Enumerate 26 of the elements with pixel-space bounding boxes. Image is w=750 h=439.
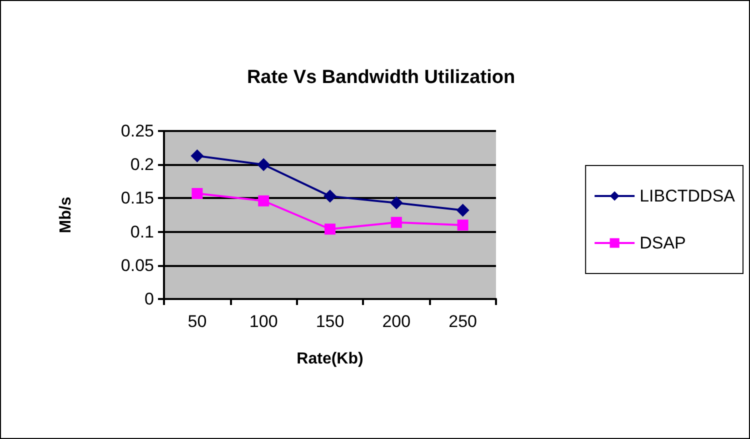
point [257,158,270,172]
x-tick-label: 200 [382,312,411,331]
x-tick-label: 250 [448,312,477,331]
chart-title: Rate Vs Bandwidth Utilization [246,67,516,88]
point [390,196,403,210]
y-axis-title: Mb/s [58,196,74,234]
x-tick-label: 100 [249,312,278,331]
legend-label: DSAP [640,234,686,252]
point [457,220,468,231]
point [258,195,270,206]
y-tick-label: 0.05 [120,256,154,275]
x-axis-title: Rate(Kb) [296,350,364,368]
point [190,149,204,162]
y-tick-label: 0.25 [120,122,154,140]
point [324,190,336,203]
y-tick-label: 0.1 [130,222,154,242]
point [390,216,402,228]
y-tick-label: 0.2 [130,155,154,174]
y-tick-label: 0.15 [120,188,154,208]
point [192,188,203,199]
legend-label: LIBCTDDSA [640,186,736,206]
x-tick-label: 50 [188,312,207,331]
y-tick-label: 0 [144,290,154,308]
point [324,224,336,235]
x-tick-label: 150 [316,312,344,331]
point [456,204,470,217]
